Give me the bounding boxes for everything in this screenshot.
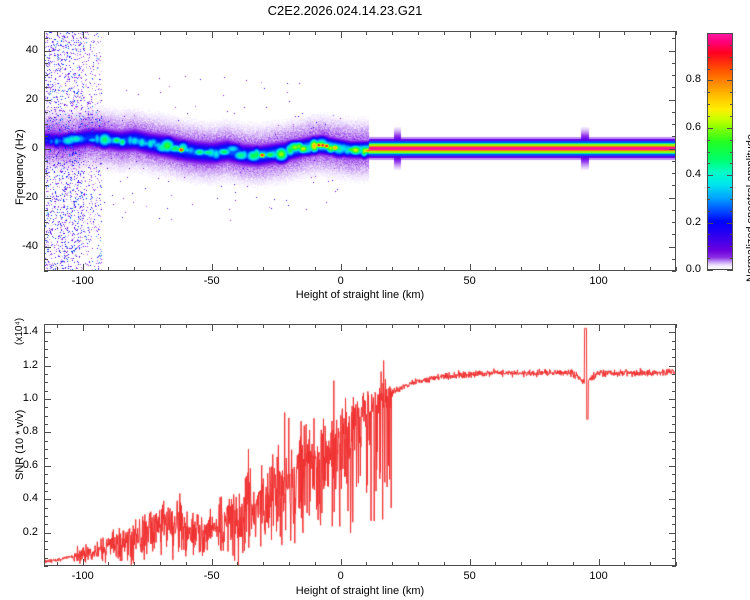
x-tick-label: -50 xyxy=(203,570,220,582)
x-tick-label: 50 xyxy=(463,275,476,287)
x-tick-label: -50 xyxy=(203,275,220,287)
snr-line-series xyxy=(45,325,675,565)
spectrogram-image xyxy=(45,32,675,270)
y-tick-label: 0.6 xyxy=(22,458,38,471)
y-tick-label: -20 xyxy=(22,190,38,203)
x-tick-label: 50 xyxy=(463,570,476,582)
x-tick-label: -100 xyxy=(71,570,94,582)
y-tick-label: 0.8 xyxy=(22,425,38,438)
y-tick-label: 0.4 xyxy=(22,492,38,505)
y-tick-label: 0 xyxy=(31,141,38,154)
colorbar-tick-label: 0.2 xyxy=(685,215,701,228)
x-tick-label: 0 xyxy=(337,570,344,582)
y-tick-label: 1.4 xyxy=(22,325,38,338)
colorbar-label: Normalized spectral amplitude xyxy=(745,134,750,282)
spectrogram-ylabel: Frequency (Hz) xyxy=(14,129,26,205)
x-tick-label: 0 xyxy=(337,275,344,287)
y-tick-label: 0.2 xyxy=(22,525,38,538)
y-tick-label: -40 xyxy=(22,239,38,252)
colorbar-tick-label: 0.8 xyxy=(685,73,701,86)
x-tick-label: 100 xyxy=(589,275,608,287)
colorbar-tick-label: 0.4 xyxy=(685,168,701,181)
y-tick-label: 1.0 xyxy=(22,392,38,405)
y-tick-label: 20 xyxy=(25,92,38,105)
snr-y-exponent: (x10⁴) xyxy=(14,317,25,345)
x-tick-label: 100 xyxy=(589,570,608,582)
snr-ylabel: SNR (10 * v/v) xyxy=(14,409,26,480)
colorbar-tick-label: 0.0 xyxy=(685,263,701,275)
colorbar-tick-label: 0.6 xyxy=(685,120,701,133)
x-tick-label: -100 xyxy=(71,275,94,287)
spectrogram-xlabel: Height of straight line (km) xyxy=(295,289,425,301)
figure-title: C2E2.2026.024.14.23.G21 xyxy=(267,3,423,18)
snr-xlabel: Height of straight line (km) xyxy=(295,585,425,597)
y-tick-label: 40 xyxy=(25,43,38,56)
y-tick-label: 1.2 xyxy=(22,358,38,371)
